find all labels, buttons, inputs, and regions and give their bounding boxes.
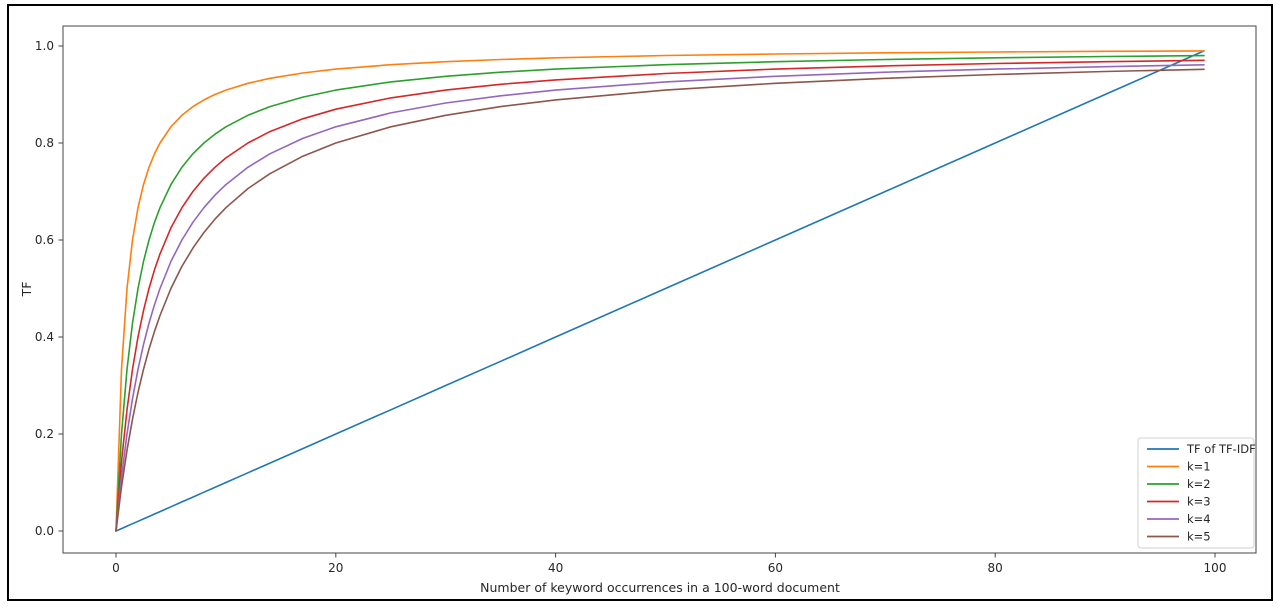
x-tick-label: 80	[988, 561, 1003, 575]
y-tick-label: 0.8	[35, 136, 54, 150]
x-tick-label: 40	[548, 561, 563, 575]
x-tick-label: 20	[328, 561, 343, 575]
x-tick-label: 0	[112, 561, 120, 575]
legend-box	[1137, 437, 1255, 549]
x-axis-label: Number of keyword occurrences in a 100-w…	[480, 580, 840, 595]
axis-ticks: 0 20 40 60 80 100 0.0 0.2 0.4 0.6 0.8 1.0	[35, 39, 1227, 575]
x-tick-label: 60	[768, 561, 783, 575]
series-lines	[115, 50, 1205, 532]
y-tick-label: 0.0	[35, 524, 54, 538]
legend-label: k=1	[1187, 460, 1211, 474]
series-line-tf-of-tf-idf	[115, 50, 1205, 532]
y-tick-label: 1.0	[35, 39, 54, 53]
legend-label: k=4	[1187, 512, 1211, 526]
x-tick-label: 100	[1204, 561, 1227, 575]
figure-border	[7, 4, 1273, 601]
legend-label: k=3	[1187, 495, 1211, 509]
legend-label: k=2	[1187, 477, 1211, 491]
legend-label: k=5	[1187, 530, 1211, 544]
y-axis-label: TF	[19, 282, 34, 298]
series-line-k-2	[115, 54, 1205, 532]
y-tick-label: 0.6	[35, 233, 54, 247]
axes-spines	[62, 25, 1257, 554]
series-line-k-4	[115, 64, 1205, 532]
series-line-k-3	[115, 59, 1205, 532]
legend-label: TF of TF-IDF	[1186, 442, 1256, 456]
series-line-k-5	[115, 68, 1205, 532]
y-tick-label: 0.4	[35, 330, 54, 344]
y-tick-label: 0.2	[35, 427, 54, 441]
series-line-k-1	[115, 50, 1205, 532]
legend: TF of TF-IDF k=1 k=2 k=3 k=4 k=5	[1137, 437, 1256, 549]
